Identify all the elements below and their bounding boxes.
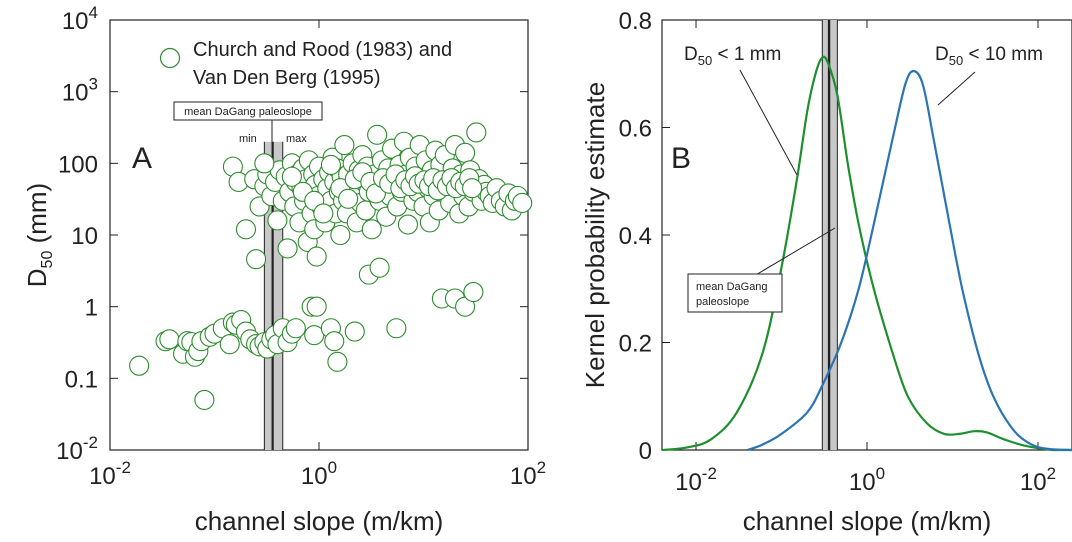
band-min-label: min — [239, 133, 257, 145]
legend-entry-line1: Church and Rood (1983) and — [193, 39, 452, 61]
band-b-label-box — [687, 273, 783, 313]
scatter-point-2 — [159, 329, 180, 350]
scatter-point-108 — [361, 219, 382, 240]
a-y-tick-label-3: 10 — [71, 223, 98, 250]
panel-b-x-axis-label: channel slope (m/km) — [743, 506, 992, 536]
b-y-tick-label-1: 0.2 — [619, 331, 652, 358]
series-label-1-rest: < 1 mm — [712, 44, 781, 65]
scatter-point-29 — [285, 318, 306, 339]
panel-a: 10-2 100 102 10-2 0.1 1 10 100 103 104 Church and… — [22, 3, 546, 536]
band-b-leader — [753, 227, 836, 277]
panel-b-axes-box — [661, 19, 1072, 451]
legend-entry-line2: Van Den Berg (1995) — [193, 67, 381, 89]
b-y-tick-label-0: 0 — [639, 438, 652, 465]
panel-a-legend: Church and Rood (1983) and Van Den Berg … — [159, 39, 452, 89]
y-label-sub: 50 — [39, 251, 56, 269]
band-label-box — [173, 101, 323, 121]
scatter-point-171 — [512, 192, 533, 214]
panel-b-y-axis-label: Kernel probability estimate — [580, 82, 610, 388]
svg-text:D50 (mm): D50 (mm) — [22, 183, 56, 287]
series-label-2-main: D — [935, 44, 949, 65]
scatter-point-48 — [246, 249, 267, 270]
series-d50-lt-1mm-line — [661, 55, 1072, 452]
legend-marker — [159, 47, 181, 69]
panel-a-letter: A — [132, 142, 152, 175]
panel-b-paleoslope-band — [821, 20, 838, 450]
b-y-tick-label-4: 0.8 — [619, 8, 652, 35]
scatter-point-39 — [386, 318, 407, 339]
scatter-point-58 — [277, 238, 298, 259]
a-x-tick-label-1: 100 — [301, 458, 337, 490]
series-label-d50-lt-10mm: D50 < 10 mm — [935, 44, 1043, 106]
scatter-point-9 — [194, 389, 215, 410]
scatter-point-13 — [219, 334, 240, 355]
scatter-point-176 — [313, 203, 334, 224]
scatter-point-76 — [306, 246, 327, 267]
series-label-1-main: D — [684, 44, 698, 65]
series-label-2-leader — [937, 71, 976, 106]
band-b-label-line2: paleoslope — [696, 296, 749, 308]
svg-text:D50 < 1 mm: D50 < 1 mm — [684, 44, 781, 68]
b-y-tick-label-3: 0.6 — [619, 116, 652, 143]
scatter-point-32 — [306, 296, 327, 317]
b-x-tick-label-1: 100 — [849, 464, 885, 496]
scatter-point-46 — [235, 219, 257, 240]
scatter-point-177 — [320, 154, 341, 175]
scatter-point-110 — [367, 124, 388, 145]
series-label-d50-lt-1mm: D50 < 1 mm — [684, 44, 798, 176]
scatter-point-38 — [369, 257, 390, 278]
a-y-tick-label-1: 0.1 — [65, 366, 98, 393]
panel-b-letter: B — [671, 142, 691, 175]
a-x-tick-label-0: 10-2 — [89, 458, 131, 490]
scatter-point-203 — [462, 178, 483, 199]
svg-text:D50 < 10 mm: D50 < 10 mm — [935, 44, 1043, 68]
scatter-point-54 — [267, 210, 288, 231]
series-label-2-sub: 50 — [949, 53, 963, 68]
series-label-2-rest: < 10 mm — [963, 44, 1043, 65]
scatter-point-179 — [338, 188, 359, 209]
scatter-point-172 — [254, 153, 275, 174]
b-y-tick-label-2: 0.4 — [619, 223, 652, 250]
panel-a-scatter-points — [129, 122, 533, 410]
y-label-main: D — [22, 268, 52, 287]
scatter-point-36 — [344, 321, 365, 342]
b-x-tick-label-2: 102 — [1020, 464, 1056, 496]
band-b-label-line1: mean DaGang — [696, 281, 768, 293]
series-label-1-leader — [739, 69, 798, 176]
a-y-tick-label-5: 103 — [62, 75, 98, 107]
a-y-tick-label-6: 104 — [62, 3, 98, 35]
scatter-point-152 — [455, 142, 476, 163]
a-y-tick-label-2: 1 — [85, 295, 98, 322]
scatter-point-93 — [334, 134, 355, 156]
b-x-tick-label-0: 10-2 — [675, 464, 717, 496]
panel-b-ticks: 10-2 100 102 0 0.2 0.4 0.6 0.8 — [619, 8, 1056, 496]
a-y-tick-label-4: 100 — [58, 151, 98, 178]
series-label-1-sub: 50 — [698, 53, 712, 68]
scatter-point-173 — [281, 166, 302, 187]
scatter-point-0 — [129, 355, 150, 376]
panel-b-band-annotation: mean DaGang paleoslope — [687, 227, 836, 313]
band-max-label: max — [286, 133, 307, 145]
scatter-point-90 — [330, 224, 351, 246]
scatter-point-157 — [466, 122, 487, 143]
panel-a-ticks: 10-2 100 102 10-2 0.1 1 10 100 103 104 — [56, 3, 546, 490]
scatter-point-43 — [463, 281, 484, 303]
panel-a-x-axis-label: channel slope (m/km) — [195, 506, 444, 536]
series-d50-lt-10mm-line — [747, 69, 1072, 452]
scatter-point-124 — [397, 214, 419, 235]
band-label-text: mean DaGang paleoslope — [184, 106, 312, 118]
panel-a-band-annotation: mean DaGang paleoslope min max — [173, 101, 323, 145]
y-label-unit: (mm) — [22, 183, 52, 251]
a-x-tick-label-2: 102 — [510, 458, 546, 490]
a-y-tick-label-0: 10-2 — [56, 433, 98, 465]
scatter-point-35 — [327, 351, 348, 372]
panel-a-y-axis-label: D50 (mm) — [22, 183, 56, 287]
scatter-point-34 — [324, 331, 345, 352]
